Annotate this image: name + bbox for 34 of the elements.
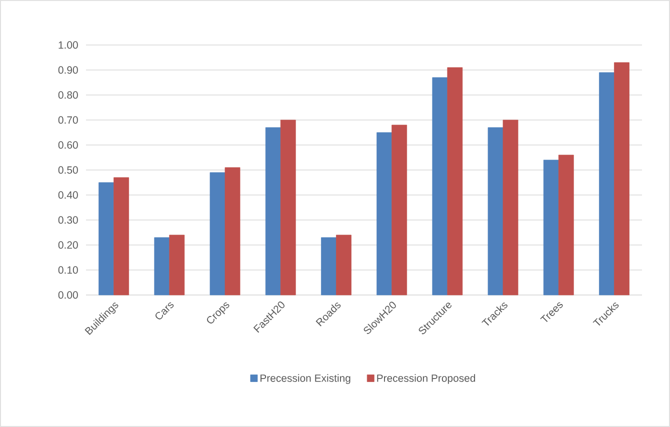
bar: [321, 237, 336, 296]
y-tick-label: 0.30: [58, 216, 78, 224]
legend-label: Precession Proposed: [377, 374, 476, 384]
y-tick-label: 0.50: [58, 166, 78, 174]
bar: [336, 234, 352, 296]
bar: [392, 124, 408, 296]
bar: [558, 154, 574, 296]
bar: [280, 120, 296, 296]
bar: [224, 167, 240, 296]
x-tick-label: Cars: [156, 302, 174, 320]
legend-label: Precession Existing: [260, 374, 350, 384]
y-tick-label: 0.80: [58, 91, 78, 99]
bar: [114, 177, 130, 296]
bar: [154, 237, 170, 296]
y-tick-label: 0.10: [58, 266, 78, 274]
y-tick-label: 0.00: [58, 291, 78, 299]
y-tick-label: 0.90: [58, 66, 78, 74]
bar: [265, 127, 281, 296]
bar: [599, 72, 614, 296]
bar: [614, 62, 630, 296]
bar: [169, 234, 185, 296]
y-tick-label: 0.40: [58, 191, 78, 199]
bar: [447, 67, 463, 296]
bar: [98, 182, 114, 296]
bar: [502, 120, 518, 296]
y-tick-label: 0.60: [58, 141, 78, 149]
bar: [210, 172, 226, 296]
bar: [432, 77, 448, 296]
bar: [543, 160, 559, 296]
y-tick-label: 0.20: [58, 241, 78, 249]
bar: [488, 127, 504, 296]
y-tick-label: 0.70: [58, 116, 78, 124]
bar: [376, 132, 392, 296]
y-tick-label: 1.00: [58, 41, 78, 49]
